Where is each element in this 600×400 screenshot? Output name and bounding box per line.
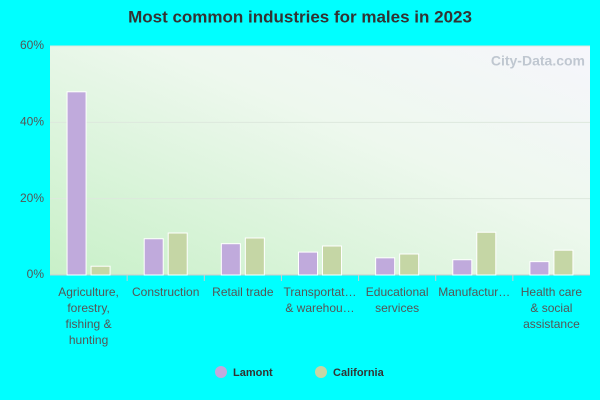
bar bbox=[167, 232, 188, 276]
x-tick-label: Transportat… & warehou… bbox=[283, 285, 357, 315]
x-tick-label: Educational services bbox=[365, 285, 429, 315]
bar bbox=[399, 253, 420, 276]
bar bbox=[220, 243, 241, 276]
y-tick-label: 60% bbox=[20, 38, 44, 52]
bar bbox=[375, 257, 396, 276]
legend-swatch bbox=[315, 366, 327, 378]
legend-label: Lamont bbox=[233, 367, 273, 379]
legend-label: California bbox=[333, 367, 385, 379]
y-tick-label: 0% bbox=[27, 267, 45, 281]
bar bbox=[143, 238, 164, 276]
y-tick-label: 40% bbox=[20, 115, 44, 129]
legend-swatch bbox=[215, 366, 227, 378]
x-tick-label: Construction bbox=[132, 285, 200, 299]
x-tick-label: Health care & social assistance bbox=[520, 285, 583, 331]
x-tick-label: Retail trade bbox=[212, 285, 274, 299]
bar bbox=[244, 237, 265, 276]
chart-title: Most common industries for males in 2023 bbox=[128, 7, 472, 26]
bar bbox=[452, 259, 473, 276]
bar bbox=[529, 261, 550, 276]
plot-area bbox=[50, 46, 590, 275]
bar bbox=[322, 245, 342, 276]
bar bbox=[66, 91, 87, 276]
bar bbox=[476, 231, 497, 276]
y-tick-label: 20% bbox=[20, 191, 44, 205]
bar bbox=[553, 249, 574, 276]
x-tick-label: Manufactur… bbox=[438, 285, 511, 299]
bar bbox=[90, 265, 111, 276]
watermark: City-Data.com bbox=[491, 53, 585, 69]
bar bbox=[298, 251, 318, 276]
x-tick-label: Agriculture, forestry, fishing & hunting bbox=[58, 285, 119, 347]
